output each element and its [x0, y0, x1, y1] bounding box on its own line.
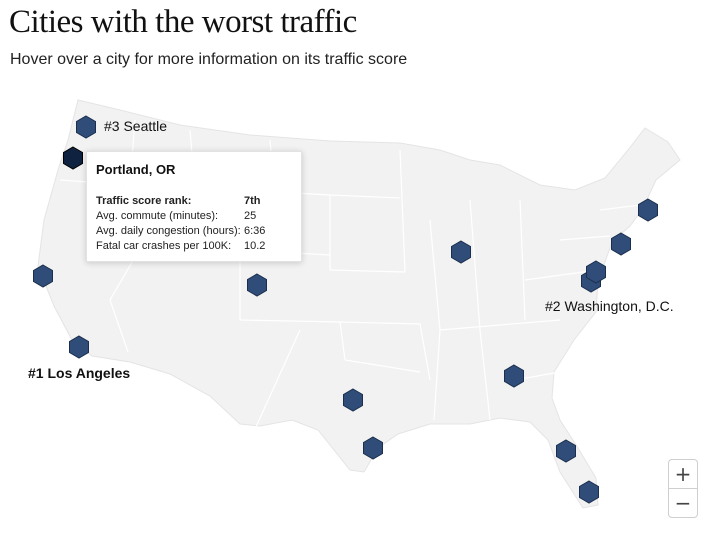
city-marker-portland[interactable] [63, 146, 83, 170]
page-title: Cities with the worst traffic [9, 4, 357, 40]
city-marker-sf-bay[interactable] [33, 264, 53, 288]
tooltip-row: Fatal car crashes per 100K: 10.2 [96, 239, 292, 254]
city-marker-orlando[interactable] [556, 439, 576, 463]
tooltip-row-label: Fatal car crashes per 100K: [96, 240, 232, 252]
city-marker-denver[interactable] [247, 273, 267, 297]
zoom-controls: + − [668, 459, 698, 518]
page-subtitle: Hover over a city for more information o… [10, 51, 408, 68]
tooltip-title: Portland, OR [96, 162, 176, 177]
tooltip-row: Avg. commute (minutes): 25 [96, 209, 292, 224]
tooltip-row-value: 25 [244, 210, 257, 222]
tooltip-row-label: Traffic score rank: [96, 195, 192, 207]
zoom-in-button[interactable]: + [674, 462, 692, 486]
tooltip-row: Avg. daily congestion (hours): 6:36 [96, 224, 292, 239]
label-washington-dc: #2 Washington, D.C. [545, 298, 674, 314]
city-tooltip: Portland, OR Traffic score rank: 7th Avg… [86, 151, 302, 262]
tooltip-row-value: 6:36 [244, 225, 266, 237]
city-marker-los-angeles[interactable] [69, 335, 89, 359]
city-marker-baltimore[interactable] [586, 260, 606, 284]
city-marker-chicago[interactable] [451, 240, 471, 264]
tooltip-row-label: Avg. commute (minutes): [96, 210, 219, 222]
tooltip-row-label: Avg. daily congestion (hours): [96, 225, 241, 237]
city-marker-houston[interactable] [363, 436, 383, 460]
zoom-out-button[interactable]: − [669, 488, 697, 517]
city-marker-boston[interactable] [638, 198, 658, 222]
city-marker-philadelphia[interactable] [611, 232, 631, 256]
label-seattle: #3 Seattle [104, 118, 168, 134]
tooltip-row-value: 10.2 [244, 240, 266, 252]
city-marker-miami[interactable] [579, 480, 599, 504]
label-los-angeles: #1 Los Angeles [28, 365, 131, 381]
city-markers [33, 115, 658, 504]
tooltip-row: Traffic score rank: 7th [96, 194, 292, 209]
tooltip-row-value: 7th [244, 195, 261, 207]
city-marker-seattle[interactable] [76, 115, 96, 139]
city-marker-dallas[interactable] [343, 388, 363, 412]
city-marker-atlanta[interactable] [504, 364, 524, 388]
